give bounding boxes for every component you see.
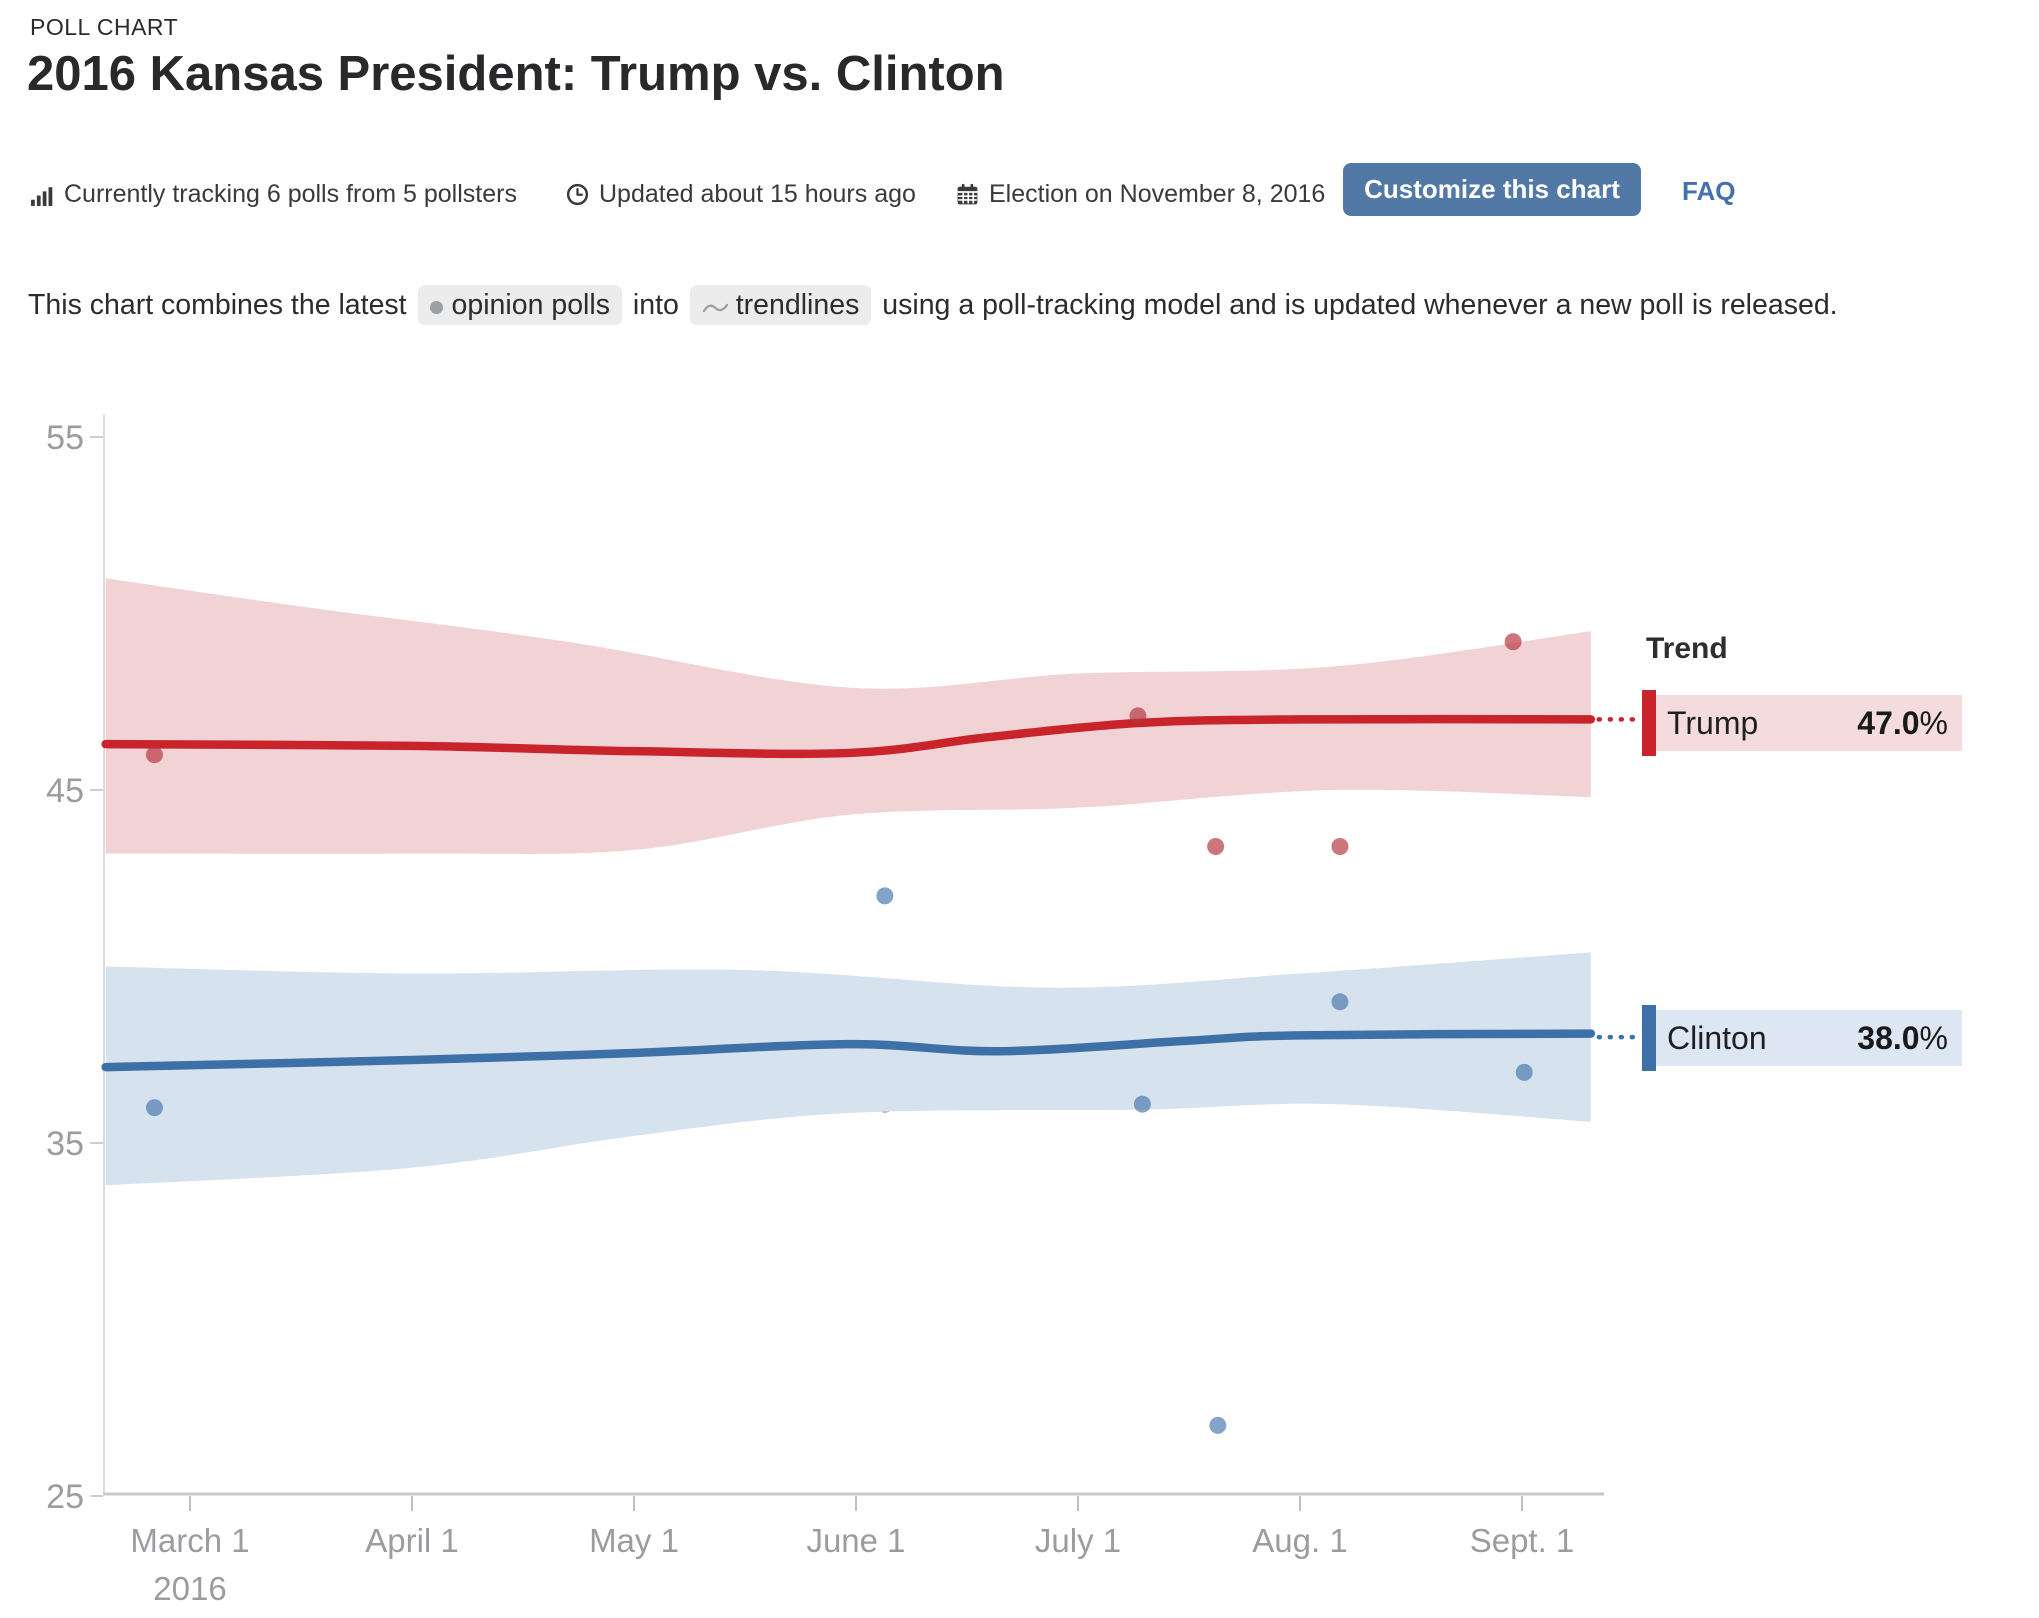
clinton-poll-dot[interactable] <box>876 887 894 905</box>
opinion-polls-chip-label: opinion polls <box>451 289 610 321</box>
x-axis-label: July 1 <box>1035 1522 1121 1559</box>
y-axis-label: 45 <box>46 772 84 810</box>
trump-color-bar <box>1642 690 1656 756</box>
y-axis-label: 25 <box>46 1478 84 1516</box>
x-axis-year-label: 2016 <box>153 1570 226 1607</box>
trendlines-chip-label: trendlines <box>735 289 860 321</box>
clinton-poll-dot[interactable] <box>1209 1416 1227 1434</box>
poll-dot-icon <box>429 301 443 314</box>
meta-election-date: Election on November 8, 2016 <box>955 180 1325 209</box>
x-axis-label: Sept. 1 <box>1470 1522 1575 1559</box>
trump-poll-dot[interactable] <box>1207 837 1225 855</box>
opinion-polls-chip: opinion polls <box>417 285 622 325</box>
clock-icon <box>566 183 589 206</box>
calendar-icon <box>957 183 978 205</box>
legend-heading: Trend <box>1646 632 1728 665</box>
clinton-legend-value: 38.0% <box>1857 1019 1948 1056</box>
x-axis-label: June 1 <box>806 1522 905 1559</box>
y-axis-label: 35 <box>46 1125 84 1163</box>
trump-legend-box: Trump 47.0% <box>1656 695 1962 751</box>
clinton-confidence-band <box>105 952 1591 1186</box>
x-axis-label: March 1 <box>130 1522 249 1559</box>
trump-poll-dot[interactable] <box>1129 707 1147 725</box>
clinton-legend-box: Clinton 38.0% <box>1656 1010 1962 1066</box>
legend-row-clinton[interactable]: Clinton 38.0% <box>1642 1005 1962 1071</box>
legend-row-trump[interactable]: Trump 47.0% <box>1642 690 1962 756</box>
faq-link[interactable]: FAQ <box>1682 176 1736 206</box>
description-text-2: into <box>632 289 679 321</box>
page-title: 2016 Kansas President: Trump vs. Clinton <box>27 47 1005 101</box>
customize-chart-button[interactable]: Customize this chart <box>1343 163 1641 216</box>
meta-polls-tracked: Currently tracking 6 polls from 5 pollst… <box>30 180 517 209</box>
x-axis-label: Aug. 1 <box>1252 1522 1347 1559</box>
bar-chart-icon <box>31 187 53 206</box>
page-kicker: POLL CHART <box>30 14 179 40</box>
clinton-poll-dot[interactable] <box>1133 1095 1151 1113</box>
trump-legend-label: Trump <box>1667 704 1759 741</box>
clinton-poll-dot[interactable] <box>1331 993 1349 1011</box>
clinton-legend-label: Clinton <box>1667 1019 1767 1056</box>
clinton-color-bar <box>1642 1005 1656 1071</box>
trump-poll-dot[interactable] <box>145 746 163 764</box>
clinton-poll-dot[interactable] <box>1515 1063 1533 1081</box>
trendlines-chip: trendlines <box>689 285 872 325</box>
chart-description: This chart combines the latest opinion p… <box>28 280 1923 331</box>
trump-legend-value: 47.0% <box>1857 704 1948 741</box>
clinton-poll-dot[interactable] <box>145 1099 163 1117</box>
trump-confidence-band <box>105 578 1591 854</box>
y-axis-label: 55 <box>46 419 84 457</box>
x-axis-label: April 1 <box>365 1522 459 1559</box>
trump-poll-dot[interactable] <box>1331 837 1349 855</box>
trendline-squiggle-icon <box>702 303 728 313</box>
clinton-trendline[interactable] <box>101 1029 1596 1072</box>
poll-chart: 55 45 35 25 March 1 April 1 May 1 June 1 July 1 A… <box>46 414 1641 1607</box>
meta-updated: Updated about 15 hours ago <box>565 180 916 209</box>
trump-poll-dot[interactable] <box>1504 633 1522 651</box>
x-axis-label: May 1 <box>589 1522 679 1559</box>
description-text-3: using a poll-tracking model and is updat… <box>882 289 1838 321</box>
meta-updated-text: Updated about 15 hours ago <box>599 180 916 208</box>
description-text-1: This chart combines the latest <box>28 289 407 321</box>
meta-election-date-text: Election on November 8, 2016 <box>989 180 1326 208</box>
trump-trendline[interactable] <box>101 714 1596 759</box>
meta-polls-tracked-text: Currently tracking 6 polls from 5 pollst… <box>64 180 517 208</box>
